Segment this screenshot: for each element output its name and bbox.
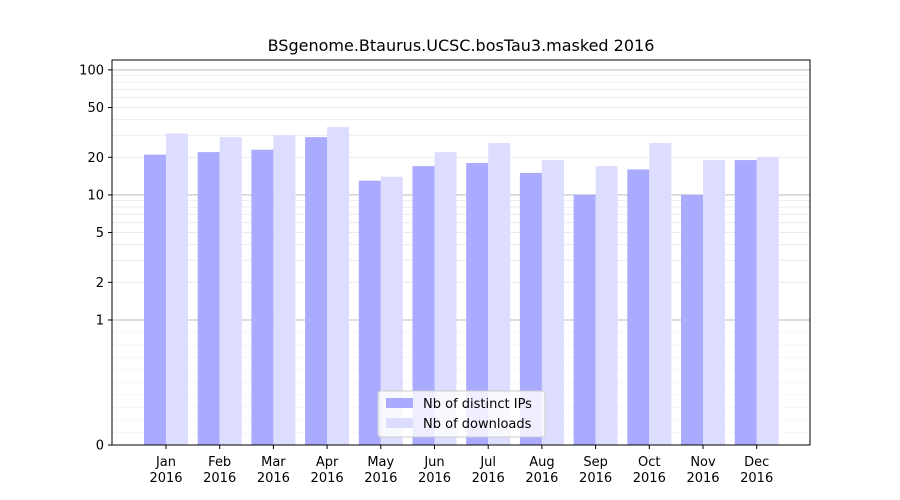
bar-distinct-ips — [734, 160, 757, 445]
x-tick-label: Mar 2016 — [257, 455, 290, 486]
y-tick-label: 10 — [87, 188, 104, 203]
legend-label: Nb of downloads — [423, 417, 532, 432]
legend-label: Nb of distinct IPs — [423, 397, 532, 412]
legend: Nb of distinct IPs Nb of downloads — [377, 390, 546, 438]
bar-downloads — [595, 166, 618, 445]
legend-swatch — [386, 398, 413, 408]
y-tick-label: 100 — [79, 63, 104, 78]
y-tick-label: 50 — [87, 101, 104, 116]
bar-distinct-ips — [197, 152, 220, 445]
chart-title: BSgenome.Btaurus.UCSC.bosTau3.masked 201… — [268, 36, 655, 55]
plot-frame — [111, 59, 811, 446]
bar-downloads — [166, 133, 188, 445]
bar-distinct-ips — [251, 149, 274, 446]
bar-downloads — [756, 157, 779, 445]
bars — [144, 126, 779, 446]
x-tick-label: Feb 2016 — [203, 455, 236, 486]
bar-downloads — [327, 126, 350, 446]
bar-downloads — [273, 135, 296, 445]
y-tick-label: 1 — [96, 313, 104, 328]
legend-swatch — [386, 418, 413, 428]
x-tick-label: Jan 2016 — [149, 455, 182, 486]
y-tick-label: 2 — [96, 276, 104, 291]
y-tick-label: 0 — [96, 439, 104, 454]
x-tick-label: Apr 2016 — [311, 455, 344, 486]
y-tick-label: 5 — [96, 226, 104, 241]
bar-distinct-ips — [573, 194, 596, 445]
bar-distinct-ips — [305, 137, 328, 445]
y-tick-label: 20 — [87, 151, 104, 166]
x-tick-label: Oct 2016 — [633, 455, 666, 486]
bar-downloads — [703, 160, 725, 445]
bar-downloads — [380, 176, 403, 445]
bar-downloads — [434, 152, 457, 445]
x-tick-label: Dec 2016 — [740, 455, 773, 486]
x-tick-label: Jul 2016 — [472, 455, 505, 486]
bar-distinct-ips — [466, 163, 489, 445]
bar-distinct-ips — [627, 169, 650, 445]
x-tick-label: Aug 2016 — [525, 455, 558, 486]
bar-distinct-ips — [358, 180, 381, 445]
bar-downloads — [649, 143, 672, 445]
bar-distinct-ips — [681, 194, 703, 445]
bar-downloads — [541, 160, 564, 445]
x-tick-label: Sep 2016 — [579, 455, 612, 486]
y-axis: 0 1 2 5 10 20 50 100 — [79, 63, 112, 454]
bar-distinct-ips — [519, 172, 542, 445]
x-axis: Jan 2016 Feb 2016 Mar 2016 Apr 2016 May 2016 Jun 20… — [149, 445, 773, 486]
bar-downloads — [219, 137, 242, 445]
x-tick-label: Jun 2016 — [418, 455, 451, 486]
legend-box — [377, 390, 546, 438]
bar-distinct-ips — [412, 166, 435, 445]
x-tick-label: May 2016 — [364, 455, 397, 486]
bar-distinct-ips — [144, 154, 166, 446]
x-tick-label: Nov 2016 — [686, 455, 719, 486]
bar-downloads — [488, 143, 511, 445]
